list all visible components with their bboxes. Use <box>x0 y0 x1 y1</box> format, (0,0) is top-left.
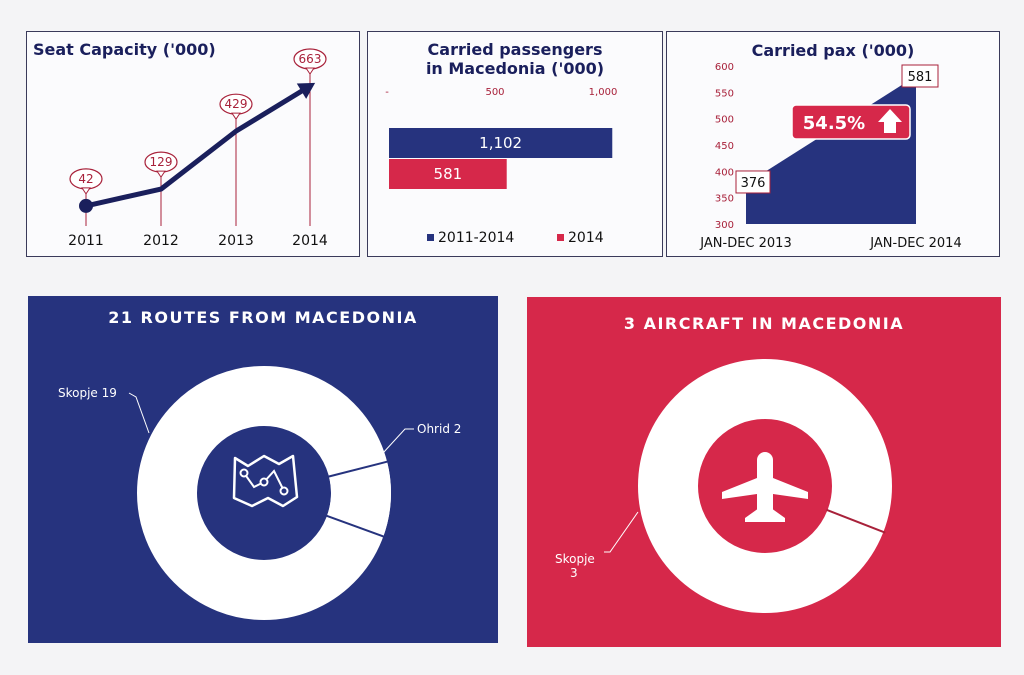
route-node-icon <box>279 486 289 496</box>
routes-tile: 21 ROUTES FROM MACEDONIA Skopje 19 Ohrid … <box>28 296 498 643</box>
aircraft-tile: 3 AIRCRAFT IN MACEDONIA Skopje 3 <box>527 297 1001 647</box>
x-tick-label: - <box>385 87 389 98</box>
data-label: 42 <box>78 171 93 185</box>
data-label: 376 <box>740 175 765 190</box>
bar-data-label: 581 <box>433 165 462 183</box>
x-tick-label: 2011 <box>68 233 104 249</box>
value-label-box <box>735 169 770 193</box>
value-bubble-tail <box>80 186 91 195</box>
x-tick-label: 2013 <box>218 233 254 249</box>
slice-divider <box>325 514 386 539</box>
seat-capacity-chart: 42 129 429 663 2011 2012 2013 2014 <box>68 47 328 249</box>
leader-line <box>128 392 150 434</box>
x-tick-label: 2012 <box>143 233 179 249</box>
legend-label: 2014 <box>568 230 604 246</box>
data-point <box>78 198 93 213</box>
y-tick-label: 350 <box>714 193 733 204</box>
bar-data-label: 1,102 <box>479 134 522 152</box>
slice-label: Ohrid 2 <box>417 422 461 436</box>
area-series <box>745 75 916 224</box>
value-label-box <box>901 64 938 87</box>
carried-pax-chart: 600 550 500 450 400 350 300 376 581 54.5% JAN-DEC … <box>699 62 961 251</box>
leader-line <box>382 428 414 454</box>
y-tick-label: 450 <box>714 141 733 152</box>
up-arrow-icon <box>877 108 902 133</box>
y-tick-label: 600 <box>714 62 733 73</box>
map-icon <box>232 454 299 508</box>
carried-passengers-title-line1: Carried passengers <box>427 40 603 59</box>
bar-2014 <box>388 158 507 189</box>
data-label: 663 <box>298 52 321 66</box>
y-tick-label: 400 <box>714 167 733 178</box>
data-label: 429 <box>224 97 247 111</box>
slice-divider <box>826 508 886 534</box>
bar-2011-2014 <box>388 127 612 158</box>
seat-capacity-title: Seat Capacity ('000) <box>33 40 216 59</box>
x-tick-label: JAN-DEC 2013 <box>699 236 791 251</box>
carried-passengers-panel: Carried passengers in Macedonia ('000) -… <box>367 31 663 257</box>
x-tick-label: 2014 <box>292 233 328 249</box>
value-bubble-tail <box>155 170 166 178</box>
slice-label-line2: 3 <box>570 566 578 580</box>
donut-slice-skopje <box>638 359 892 613</box>
data-label: 581 <box>907 70 932 85</box>
value-bubble-tail <box>304 67 315 75</box>
x-tick-label: 500 <box>485 87 504 98</box>
data-label: 129 <box>149 155 172 169</box>
routes-donut-chart: Skopje 19 Ohrid 2 <box>58 366 461 620</box>
routes-title: 21 ROUTES FROM MACEDONIA <box>108 308 418 327</box>
seat-capacity-panel: Seat Capacity ('000) 42 129 429 663 2011 2012… <box>26 31 360 257</box>
legend-swatch <box>556 233 564 241</box>
airplane-icon <box>722 452 808 522</box>
slice-divider <box>327 460 390 478</box>
slice-label-line1: Skopje <box>555 552 595 566</box>
y-tick-label: 500 <box>714 114 733 125</box>
x-tick-label: 1,000 <box>588 87 617 98</box>
legend-swatch <box>426 233 434 241</box>
x-tick-label: JAN-DEC 2014 <box>869 236 961 251</box>
carried-passengers-chart: - 500 1,000 1,102 581 2011-2014 2014 <box>385 87 617 246</box>
carried-pax-panel: Carried pax ('000) 600 550 500 450 400 350 300… <box>666 31 1000 257</box>
value-bubble-tail <box>230 112 241 120</box>
carried-passengers-title: Carried passengers in Macedonia ('000) <box>368 40 662 78</box>
series-line <box>84 83 311 208</box>
legend-label: 2011-2014 <box>438 230 514 246</box>
carried-pax-title: Carried pax ('000) <box>751 41 915 60</box>
carried-passengers-title-line2: in Macedonia ('000) <box>425 59 605 78</box>
donut-slice-Ohrid 2 <box>326 461 392 537</box>
arrow-head <box>296 82 315 99</box>
growth-label: 54.5% <box>802 113 864 134</box>
route-node-icon <box>239 468 249 478</box>
y-tick-label: 300 <box>714 220 733 231</box>
y-tick-label: 550 <box>714 88 733 99</box>
growth-badge <box>790 103 911 140</box>
route-node-icon <box>259 477 269 487</box>
aircraft-title: 3 AIRCRAFT IN MACEDONIA <box>623 314 905 333</box>
slice-label: Skopje 19 <box>58 386 117 400</box>
leader-line <box>604 511 639 553</box>
